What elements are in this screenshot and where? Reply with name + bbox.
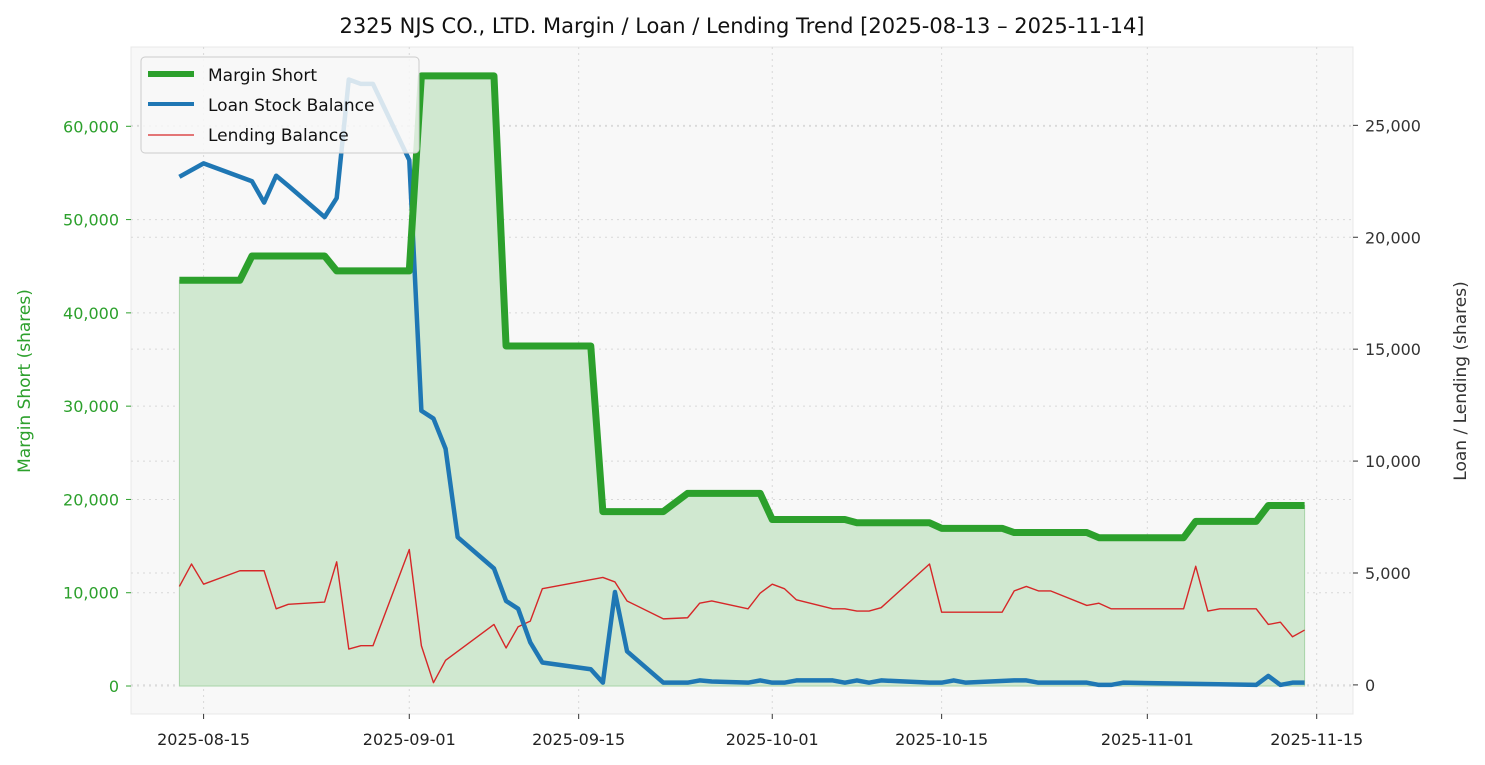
chart-title: 2325 NJS CO., LTD. Margin / Loan / Lendi… <box>340 14 1145 38</box>
x-tick-label: 2025-11-01 <box>1101 730 1194 749</box>
y-right-tick-label: 5,000 <box>1365 564 1411 583</box>
y-left-tick-label: 30,000 <box>63 397 119 416</box>
legend: Margin Short Loan Stock Balance Lending … <box>140 56 420 154</box>
margin-short-line <box>179 72 1305 542</box>
y-right-tick-label: 20,000 <box>1365 228 1421 247</box>
y-left-tick-label: 20,000 <box>63 490 119 509</box>
legend-box <box>140 56 420 154</box>
y-right-tick-label: 0 <box>1365 676 1375 695</box>
y-right-tick-label: 10,000 <box>1365 452 1421 471</box>
legend-lending-label: Lending Balance <box>208 126 349 146</box>
x-tick-label: 2025-10-15 <box>895 730 988 749</box>
y-axis-left-label: Margin Short (shares) <box>15 289 35 473</box>
x-tick-label: 2025-08-15 <box>157 730 250 749</box>
x-tick-label: 2025-10-01 <box>726 730 819 749</box>
y-left-tick-label: 50,000 <box>63 211 119 230</box>
y-right-tick-label: 15,000 <box>1365 340 1421 359</box>
y-left-tick-label: 40,000 <box>63 304 119 323</box>
x-tick-label: 2025-09-15 <box>532 730 625 749</box>
legend-margin-label: Margin Short <box>208 66 317 86</box>
y-left-tick-label: 60,000 <box>63 117 119 136</box>
lending-balance-line <box>178 548 1305 684</box>
y-right-tick-label: 25,000 <box>1365 116 1421 135</box>
legend-loan-label: Loan Stock Balance <box>208 96 374 116</box>
x-tick-label: 2025-09-01 <box>363 730 456 749</box>
y-axis-right-label: Loan / Lending (shares) <box>1451 281 1471 480</box>
y-left-tick-label: 0 <box>109 677 119 696</box>
x-tick-label: 2025-11-15 <box>1270 730 1363 749</box>
y-left-tick-label: 10,000 <box>63 584 119 603</box>
